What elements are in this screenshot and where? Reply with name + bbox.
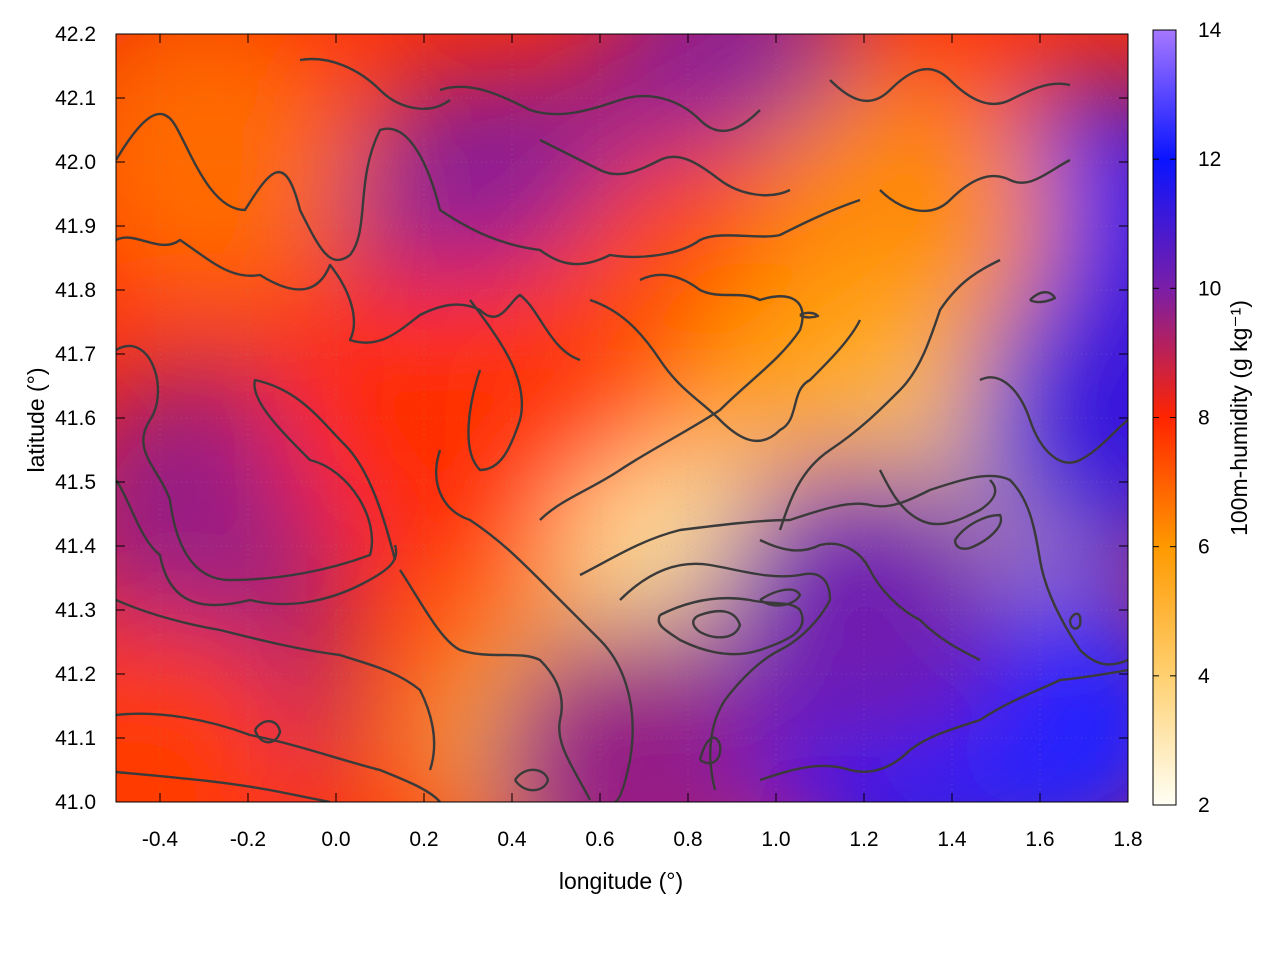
contour-line [116,770,331,802]
colorbar-tick-labels: 2 4 6 8 10 12 14 [1198,19,1222,817]
y-tick-label: 41.3 [55,599,96,622]
contour-line [879,158,1071,213]
contour-line [799,311,820,319]
x-tick-label: 0.8 [673,828,702,851]
colorbar-label: 100m-humidity (g kg⁻¹) [1226,300,1252,536]
x-tick-label: 1.0 [761,828,790,851]
x-tick-label: 0.0 [321,828,350,851]
contour-line [116,712,441,802]
contour-line [953,513,1003,550]
contour-line [467,299,524,472]
contour-line [253,720,282,744]
contour-line [116,344,397,582]
y-tick-label: 42.0 [55,151,96,174]
humidity-heatmap [116,34,1128,802]
contour-line [1068,612,1082,630]
colorbar-tick-label: 10 [1198,277,1221,300]
contour-line [778,258,1001,531]
x-tick-label: -0.4 [142,828,179,851]
y-tick-label: 41.0 [55,791,96,814]
contour-line [657,596,804,656]
humidity-region [116,620,310,802]
y-tick-label: 41.5 [55,471,96,494]
x-axis-label: longitude (°) [559,868,683,894]
contour-line [514,768,550,792]
humidity-region [969,268,1128,568]
colorbar-tick-label: 2 [1198,794,1210,817]
contour-line [979,376,1128,464]
colorbar-tick-label: 4 [1198,665,1210,688]
y-tick-label: 41.7 [55,343,96,366]
contour-line [829,68,1071,106]
x-tick-label: 1.8 [1113,828,1142,851]
colorbar-tick-label: 14 [1198,19,1222,42]
x-tick-label: 0.2 [409,828,438,851]
x-tick-label: 1.6 [1025,828,1054,851]
y-axis-label: latitude (°) [23,367,49,472]
y-tick-label: 41.2 [55,663,96,686]
contour-line [116,112,861,266]
contour-line [759,668,1128,782]
contour-line [435,449,634,802]
contour-line [589,298,862,442]
x-tick-label: 1.2 [849,828,878,851]
contour-line [399,569,592,801]
contour-line [698,736,722,765]
contour-line [759,538,981,662]
x-ticks [159,34,1129,802]
contour-line [878,469,997,526]
humidity-region [116,34,363,312]
colorbar-tick-label: 6 [1198,536,1210,559]
contour-line [759,588,802,607]
x-tick-label: 0.4 [497,828,527,851]
y-tick-label: 41.8 [55,279,96,302]
colorbar-ticks [1153,29,1176,806]
y-tick-label: 41.6 [55,407,96,430]
contour-line [299,57,451,110]
plot-area: -0.4 -0.2 0.0 0.2 0.4 0.6 0.8 1.0 1.2 1.4 1.6 1.8 4… [23,23,1143,894]
y-tick-label: 41.1 [55,727,96,750]
contour-line [692,609,742,639]
y-tick-label: 42.1 [55,87,96,110]
colorbar-tick-label: 8 [1198,407,1210,430]
x-tick-label: -0.2 [230,828,266,851]
colorbar: 2 4 6 8 10 12 14 100m-humidity (g kg⁻¹) [1152,19,1252,817]
x-tick-labels: -0.4 -0.2 0.0 0.2 0.4 0.6 0.8 1.0 1.2 1.4 1.6 1.8 [142,828,1143,851]
colorbar-tick-label: 12 [1198,148,1221,171]
contour-line [116,479,398,607]
x-tick-label: 1.4 [937,828,967,851]
x-tick-label: 0.6 [585,828,614,851]
contour-line [439,85,761,132]
y-tick-label: 41.9 [55,215,96,238]
y-tick-label: 41.4 [55,535,96,558]
contour-line [116,598,436,771]
contour-line [579,474,1128,666]
contour-line [619,562,832,791]
contour-line [539,138,791,197]
y-tick-labels: 41.0 41.1 41.2 41.3 41.4 41.5 41.6 41.7 41.8 41.9… [55,23,96,814]
y-tick-label: 42.2 [55,23,96,46]
contour-line [116,236,581,362]
contour-line [539,273,804,521]
contour-lines [116,57,1128,802]
y-ticks [116,33,1128,803]
contour-line [1029,291,1057,304]
